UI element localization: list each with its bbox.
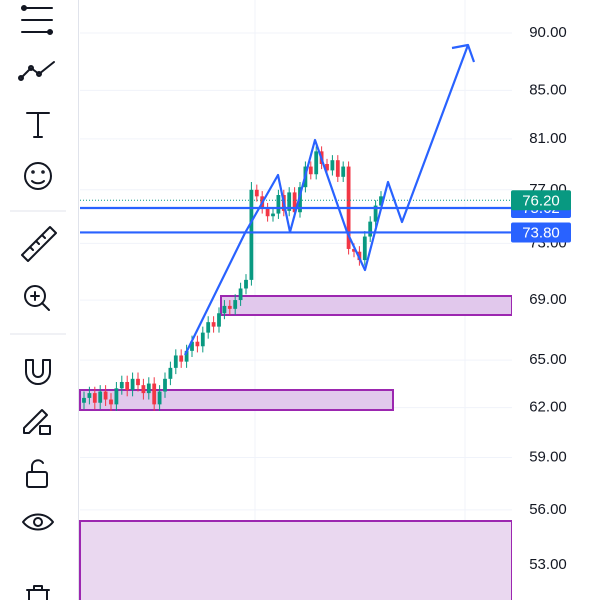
candle-body — [168, 367, 173, 379]
y-tick-label: 69.00 — [529, 291, 567, 308]
candle-body — [330, 160, 335, 171]
candle-body — [292, 192, 297, 213]
candle-body — [308, 166, 313, 175]
candle-body — [141, 385, 146, 394]
candle-body — [265, 208, 270, 217]
candle-body — [335, 160, 340, 177]
candle-body — [98, 391, 103, 403]
candle-body — [352, 248, 356, 252]
candle-body — [146, 383, 151, 394]
plot — [80, 146, 512, 411]
zigzag-arrow — [184, 43, 476, 356]
candle-body — [379, 196, 383, 206]
candle-body — [152, 383, 157, 405]
price-badge-label: 76.20 — [522, 192, 560, 209]
candle-body — [119, 381, 124, 389]
candle-body — [233, 300, 238, 309]
candle-body — [341, 166, 346, 177]
candle-body — [276, 195, 281, 214]
candle-body — [125, 381, 130, 390]
candle-body — [238, 288, 243, 301]
candle-body — [200, 332, 205, 347]
tool-lock-draw[interactable] — [23, 409, 51, 435]
candle-body — [130, 378, 135, 390]
tool-emoji[interactable] — [24, 162, 52, 190]
y-tick-label: 62.00 — [529, 399, 567, 416]
candle-body — [136, 378, 140, 386]
y-tick-label: 65.00 — [529, 351, 567, 368]
candle-body — [173, 355, 178, 368]
candle-body — [222, 305, 227, 314]
candle-body — [368, 221, 373, 237]
candle-body — [217, 313, 221, 327]
tool-fib[interactable] — [21, 5, 53, 35]
tool-delete[interactable] — [26, 585, 50, 600]
y-tick-label: 81.00 — [529, 130, 567, 147]
price-axis — [512, 0, 600, 600]
tool-magnet[interactable] — [25, 359, 51, 385]
candle-body — [298, 187, 302, 213]
price-badge-label: 73.80 — [522, 224, 560, 241]
trend-drawing — [184, 43, 476, 356]
price-badge — [511, 222, 571, 243]
candle-body — [103, 391, 108, 400]
tool-unlock[interactable] — [26, 459, 48, 488]
candle-body — [249, 189, 254, 280]
candle-body — [157, 391, 162, 405]
candle-body — [195, 341, 200, 347]
candle-body — [206, 322, 211, 333]
zone — [220, 295, 513, 316]
zone — [79, 520, 513, 600]
tool-visibility[interactable] — [22, 513, 54, 531]
candle-body — [82, 397, 86, 403]
tool-text[interactable] — [26, 112, 50, 138]
price-badge — [511, 190, 571, 211]
candle-body — [227, 305, 232, 309]
candle-body — [211, 322, 216, 327]
price-scale: 90.0085.0081.0077.0073.0069.0065.0062.00… — [511, 24, 571, 573]
candle-body — [287, 192, 292, 211]
candle-body — [373, 205, 378, 222]
candle-body — [190, 341, 194, 351]
candle-body — [244, 279, 248, 289]
zones — [79, 295, 513, 600]
tool-line[interactable] — [18, 61, 55, 81]
y-tick-label: 59.00 — [529, 448, 567, 465]
candle-body — [362, 236, 367, 261]
tool-ruler[interactable] — [21, 226, 57, 262]
candle-body — [114, 388, 119, 405]
y-tick-label: 56.00 — [529, 501, 567, 518]
candle-body — [92, 393, 97, 403]
candle-body — [184, 350, 189, 362]
y-tick-label: 85.00 — [529, 81, 567, 98]
candle-body — [314, 151, 319, 175]
y-tick-label: 90.00 — [529, 24, 567, 41]
y-tick-label: 53.00 — [529, 556, 567, 573]
candle-body — [87, 393, 92, 398]
tool-zoom[interactable] — [24, 285, 50, 311]
candle-body — [254, 189, 259, 197]
candle-body — [271, 213, 275, 217]
candle-body — [179, 355, 184, 362]
candle-body — [163, 378, 167, 392]
candle-body — [325, 164, 329, 171]
candle-body — [109, 399, 113, 405]
left-toolbar — [10, 0, 79, 600]
